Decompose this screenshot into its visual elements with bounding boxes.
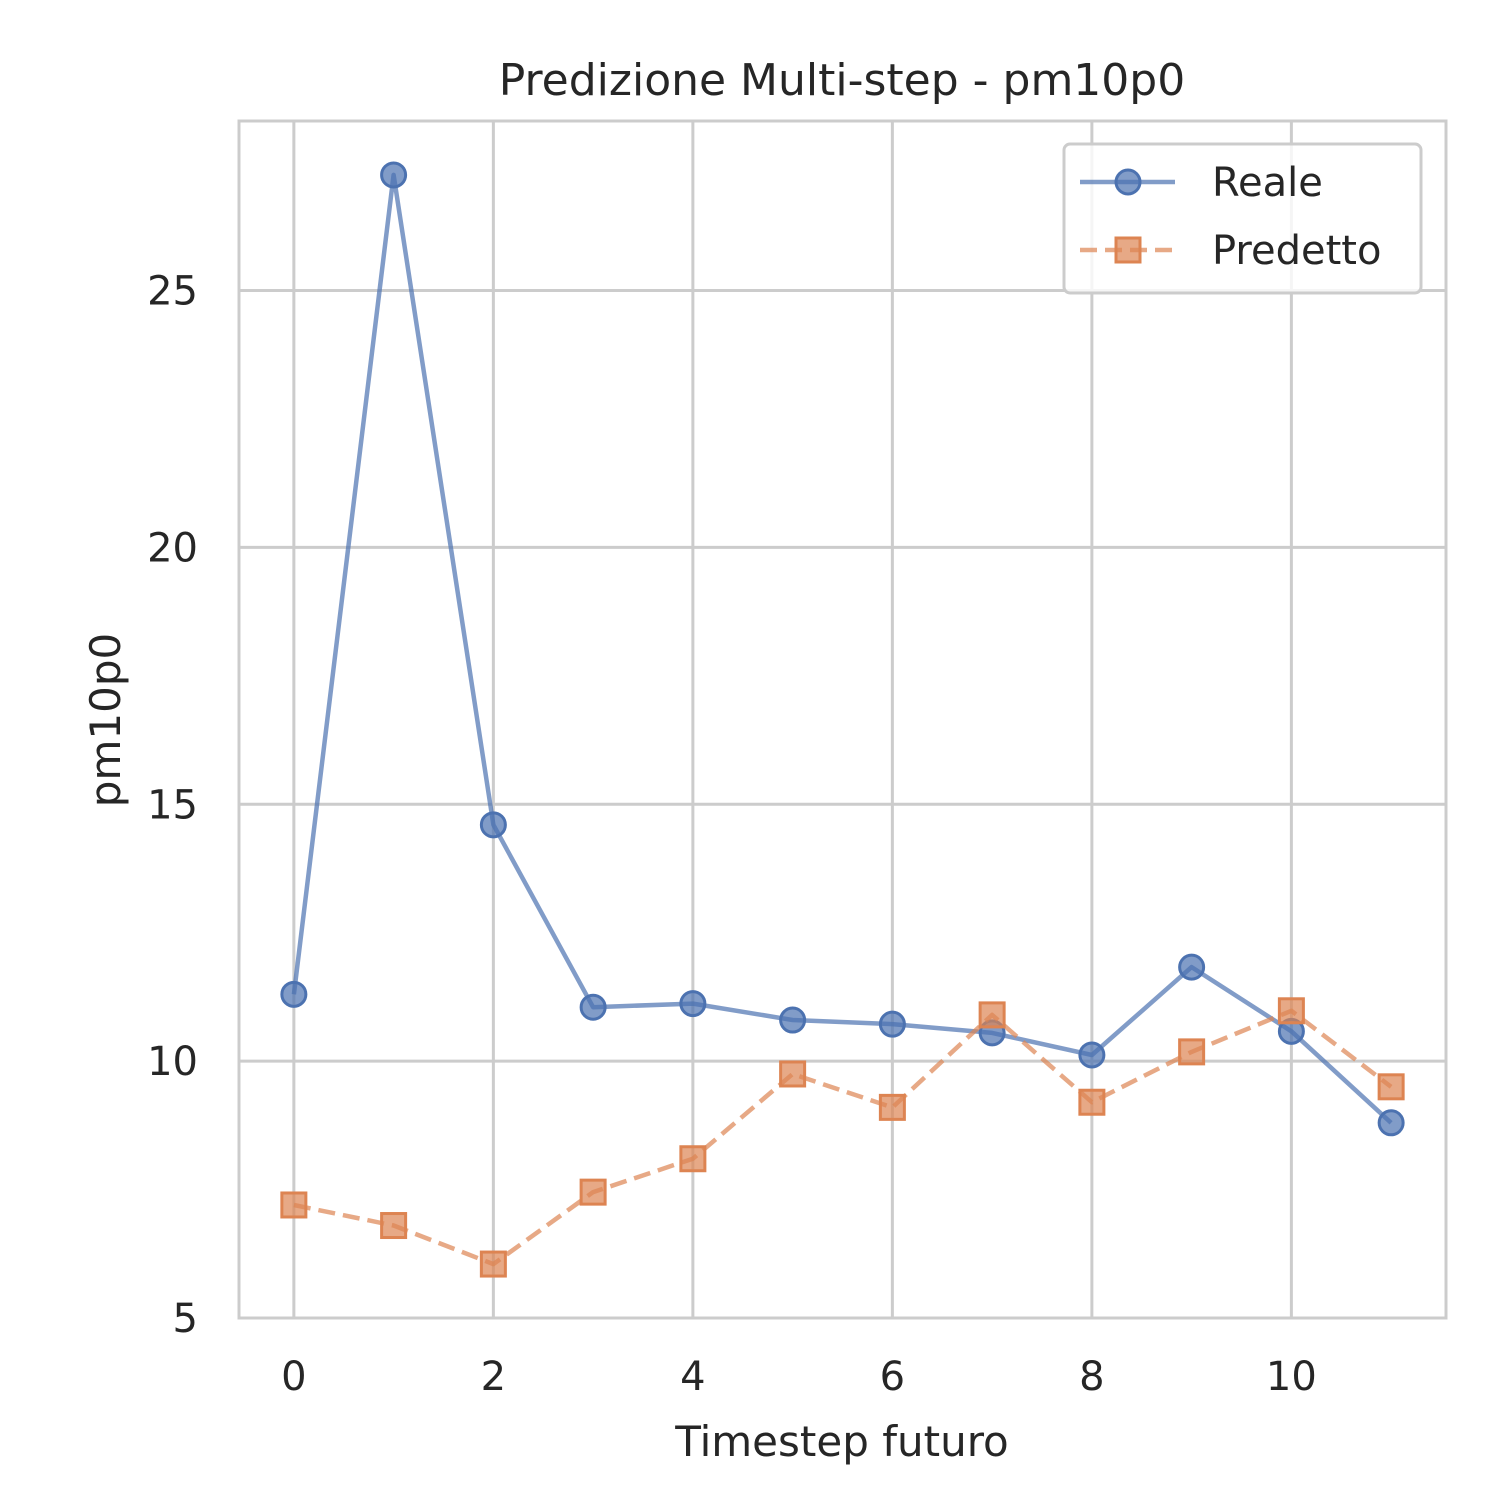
data-point-reale — [1178, 953, 1206, 981]
data-point-predetto — [1377, 1073, 1405, 1101]
data-point-predetto — [978, 1001, 1006, 1029]
legend: Reale Predetto — [1062, 142, 1423, 295]
data-point-reale — [479, 811, 507, 839]
data-point-predetto — [1277, 997, 1305, 1025]
x-axis-label: Timestep futuro — [674, 1417, 1009, 1466]
data-point-reale — [280, 980, 308, 1008]
y-axis-label: pm10p0 — [81, 633, 130, 807]
x-tick-label: 2 — [481, 1354, 506, 1400]
x-tick-label: 10 — [1266, 1354, 1317, 1400]
plot-area — [239, 121, 1446, 1318]
data-point-reale — [878, 1010, 906, 1038]
series-layer — [280, 161, 1405, 1278]
y-tick-label: 25 — [147, 269, 198, 315]
data-point-reale — [679, 990, 707, 1018]
legend-label-reale: Reale — [1212, 160, 1323, 206]
data-point-predetto — [579, 1178, 607, 1206]
y-tick-label: 20 — [147, 525, 198, 571]
data-point-reale — [1377, 1109, 1405, 1137]
data-point-predetto — [679, 1145, 707, 1173]
data-point-predetto — [779, 1060, 807, 1088]
chart-title: Predizione Multi-step - pm10p0 — [499, 55, 1185, 106]
legend-marker-predetto — [1114, 236, 1142, 264]
y-tick-label: 15 — [147, 782, 198, 828]
data-point-predetto — [1178, 1038, 1206, 1066]
data-point-reale — [579, 993, 607, 1021]
series-reale — [280, 161, 1405, 1137]
y-tick-label: 5 — [173, 1296, 198, 1342]
x-tick-label: 8 — [1079, 1354, 1104, 1400]
legend-marker-reale — [1114, 168, 1142, 196]
plot-frame — [237, 119, 1448, 1320]
x-tick-label: 6 — [880, 1354, 905, 1400]
data-point-predetto — [878, 1093, 906, 1121]
data-point-reale — [380, 161, 408, 189]
series-line-reale — [291, 172, 1393, 1125]
data-point-reale — [1078, 1041, 1106, 1069]
tick-labels: 0 2 4 6 8 10 5 10 15 20 25 — [147, 269, 1317, 1400]
data-point-predetto — [1078, 1088, 1106, 1116]
x-tick-label: 0 — [281, 1354, 306, 1400]
data-point-reale — [779, 1006, 807, 1034]
series-predetto — [280, 997, 1405, 1278]
data-point-predetto — [479, 1250, 507, 1278]
series-line-predetto — [293, 1008, 1393, 1267]
legend-label-predetto: Predetto — [1212, 228, 1381, 274]
data-point-predetto — [280, 1191, 308, 1219]
x-tick-label: 4 — [680, 1354, 705, 1400]
y-tick-label: 10 — [147, 1039, 198, 1085]
data-point-predetto — [380, 1212, 408, 1240]
